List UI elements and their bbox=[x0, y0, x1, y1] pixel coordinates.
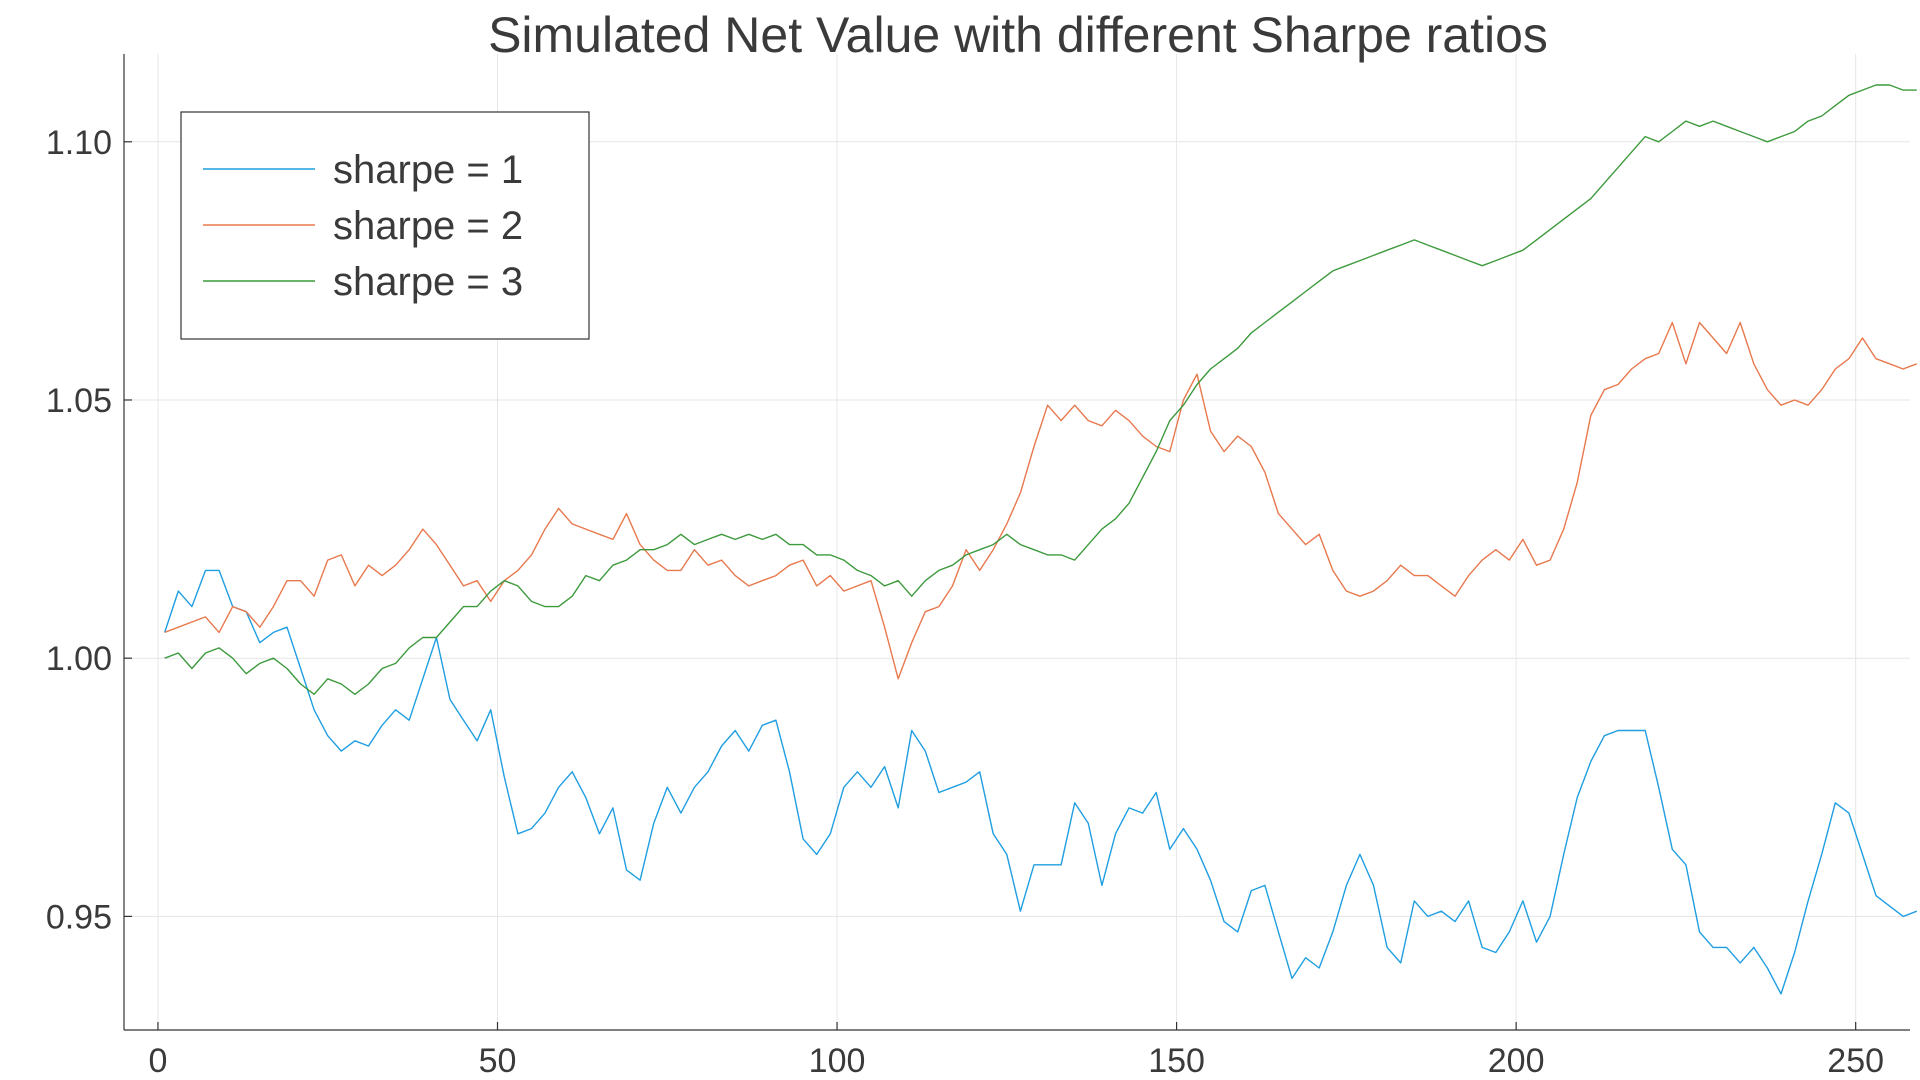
x-tick-label-1: 50 bbox=[479, 1042, 517, 1080]
x-tick-label-0: 0 bbox=[148, 1042, 167, 1080]
y-tick-label-2: 1.05 bbox=[46, 382, 112, 420]
legend-label-1: sharpe = 1 bbox=[333, 148, 523, 192]
series-line-1 bbox=[164, 569, 1918, 995]
legend: sharpe = 1 sharpe = 2 sharpe = 3 bbox=[180, 111, 590, 340]
axes bbox=[123, 54, 1910, 1031]
y-tick-label-3: 1.10 bbox=[46, 124, 112, 162]
x-tick-label-2: 100 bbox=[809, 1042, 866, 1080]
chart-title: Simulated Net Value with different Sharp… bbox=[488, 7, 1548, 63]
tick-labels: 0 50 100 150 200 250 0.95 1.00 1.05 1.10 bbox=[46, 124, 1884, 1080]
x-tick-label-3: 150 bbox=[1148, 1042, 1205, 1080]
legend-label-2: sharpe = 2 bbox=[333, 204, 523, 248]
series-lines bbox=[164, 84, 1918, 995]
series-line-2 bbox=[164, 321, 1918, 680]
x-tick-label-4: 200 bbox=[1488, 1042, 1545, 1080]
grid-lines bbox=[124, 54, 1910, 1030]
legend-label-3: sharpe = 3 bbox=[333, 260, 523, 304]
y-tick-label-1: 1.00 bbox=[46, 640, 112, 678]
series-line-3 bbox=[164, 84, 1917, 695]
y-tick-label-0: 0.95 bbox=[46, 898, 112, 936]
x-tick-label-5: 250 bbox=[1827, 1042, 1884, 1080]
